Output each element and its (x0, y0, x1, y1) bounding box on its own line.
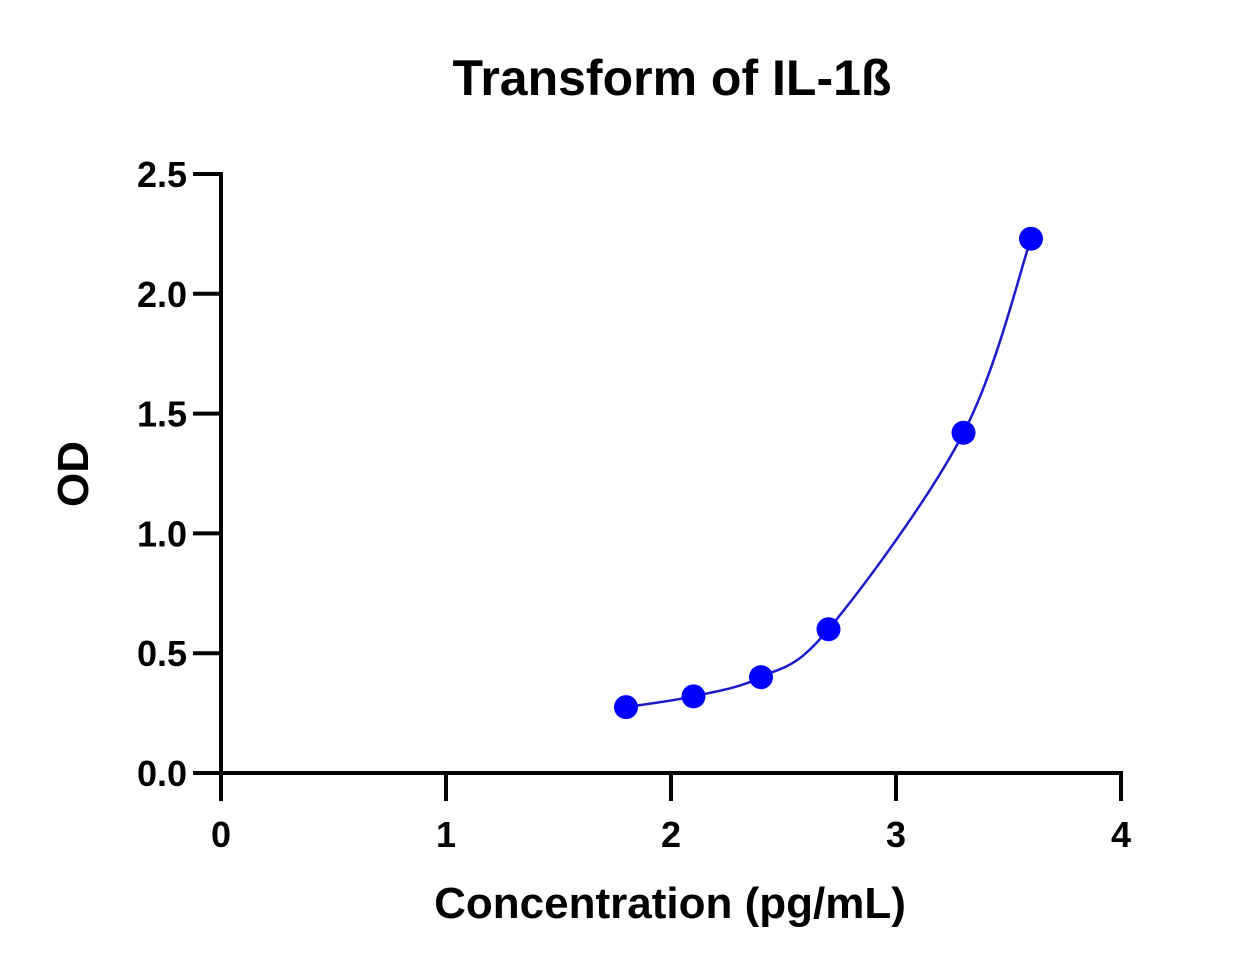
data-point (951, 420, 976, 445)
data-point (681, 684, 706, 709)
y-axis-label: OD (49, 441, 98, 507)
x-tick-label: 1 (436, 814, 456, 855)
chart-title: Transform of IL-1ß (453, 50, 892, 106)
x-tick-label: 3 (886, 814, 906, 855)
y-tick-label: 0.5 (137, 633, 187, 674)
y-tick-label: 1.5 (137, 394, 187, 435)
x-axis-label: Concentration (pg/mL) (434, 879, 906, 928)
y-tick-label: 0.0 (137, 753, 187, 794)
y-tick-label: 1.0 (137, 513, 187, 554)
series-layer (614, 226, 1043, 720)
y-axis: 0.0 0.5 1.0 1.5 2.0 2.5 (137, 154, 223, 794)
data-point (749, 665, 773, 690)
x-tick-label: 2 (661, 814, 681, 855)
x-tick-label: 0 (211, 814, 231, 855)
y-tick-label: 2.0 (137, 274, 187, 315)
x-axis: 0 1 2 3 4 (211, 771, 1131, 855)
data-point (1019, 226, 1043, 251)
x-tick-label: 4 (1111, 814, 1131, 855)
y-tick-label: 2.5 (137, 154, 187, 195)
data-point (614, 695, 638, 720)
data-point (816, 617, 841, 642)
